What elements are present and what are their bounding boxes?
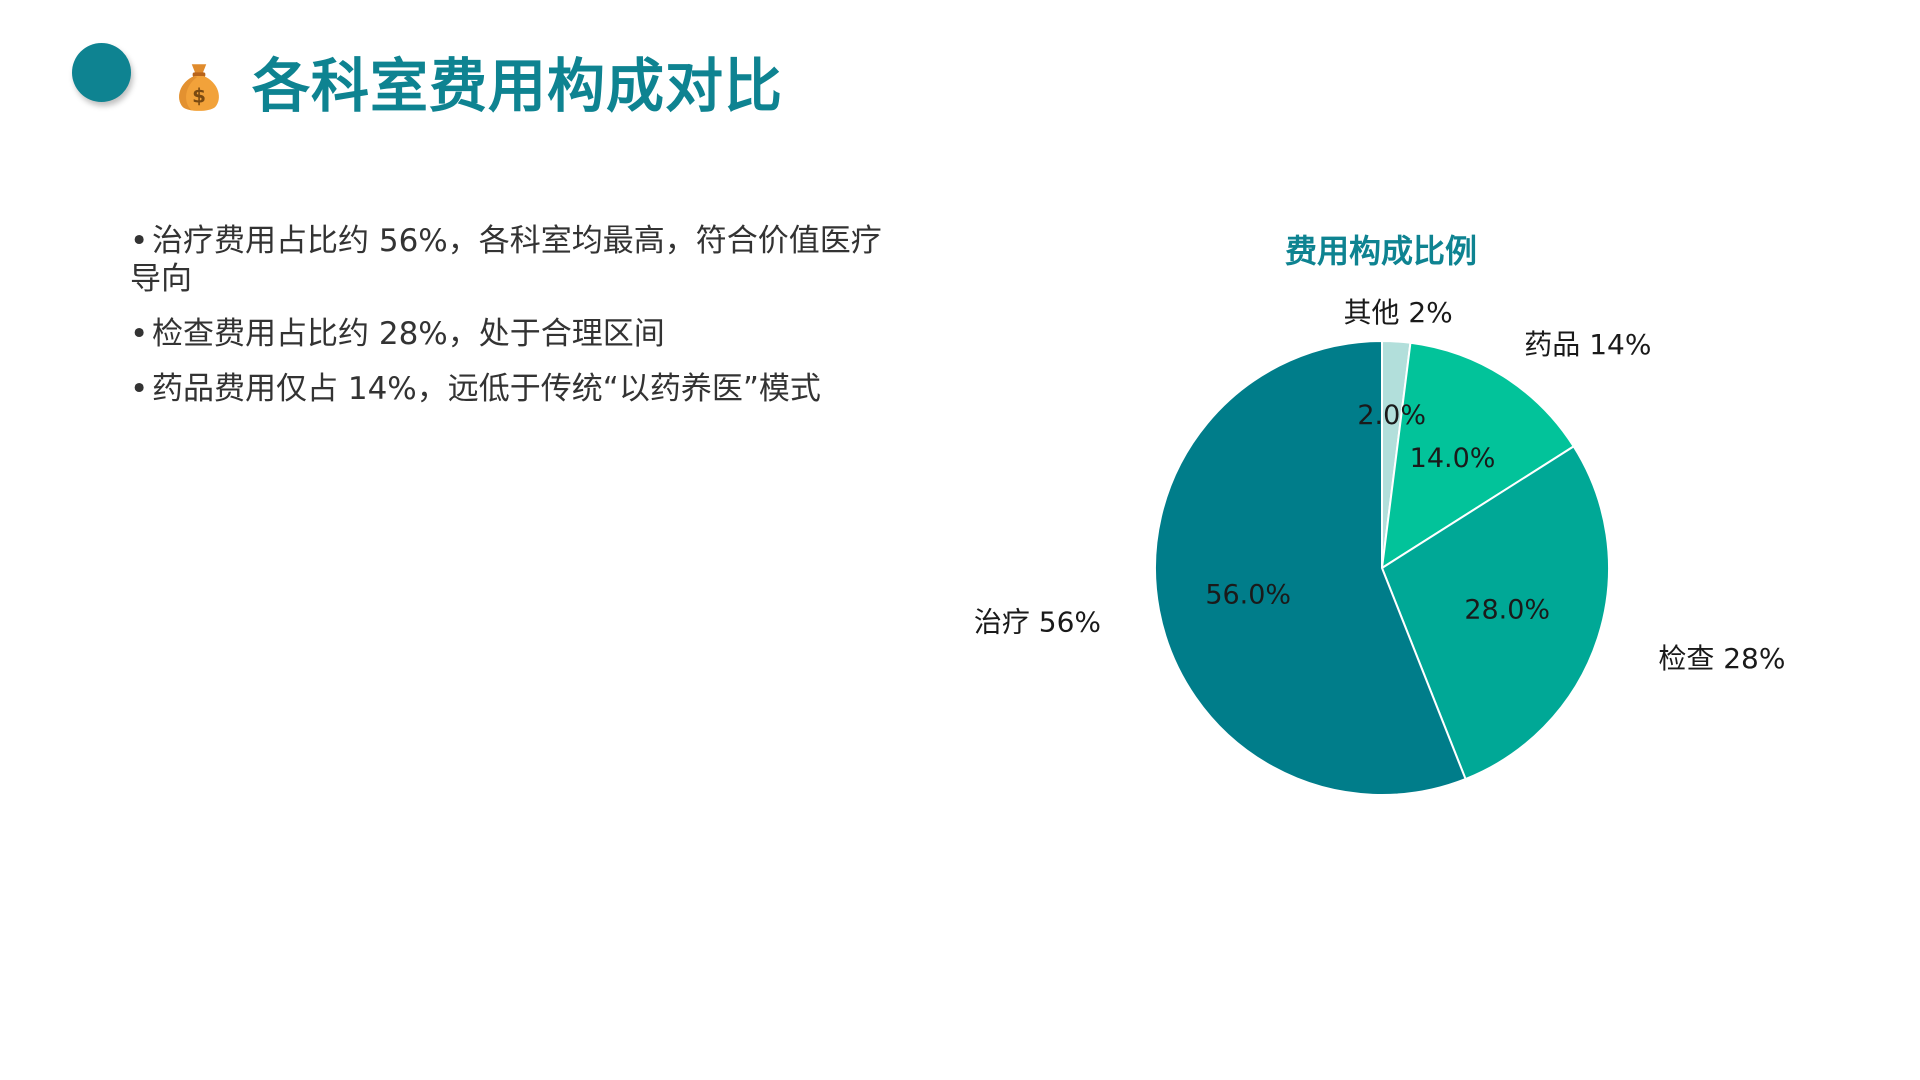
chart-title: 费用构成比例	[1285, 232, 1477, 270]
pie-slices	[1154, 339, 1610, 796]
page-title: 各科室费用构成对比	[252, 52, 784, 120]
pie-chart: 费用构成比例 2.0% 14.0% 28.0% 56.0% 其他 2% 药品 14% 检查…	[974, 232, 1786, 796]
bullet-text: 药品费用仅占 14%，远低于传统“以药养医”模式	[152, 371, 821, 407]
bullet-item: • 药品费用仅占 14%，远低于传统“以药养医”模式	[130, 370, 890, 408]
pie-slice	[1154, 339, 1467, 796]
bullet-item: • 治疗费用占比约 56%，各科室均最高，符合价值医疗导向	[130, 222, 890, 298]
bullet-dot: •	[130, 371, 149, 407]
pie-category-label: 检查 28%	[1658, 642, 1785, 675]
header-accent-dot	[72, 43, 131, 102]
pie-percent-label: 14.0%	[1410, 443, 1496, 474]
bullet-item: • 检查费用占比约 28%，处于合理区间	[130, 315, 890, 353]
bullet-list: • 治疗费用占比约 56%，各科室均最高，符合价值医疗导向 • 检查费用占比约 28…	[130, 222, 890, 425]
pie-percent-labels: 2.0% 14.0% 28.0% 56.0%	[1205, 400, 1550, 626]
pie-category-label: 药品 14%	[1524, 328, 1651, 361]
svg-text:$: $	[192, 84, 206, 107]
title-row: $ 各科室费用构成对比	[170, 50, 783, 122]
bullet-text: 治疗费用占比约 56%，各科室均最高，符合价值医疗导向	[130, 223, 882, 297]
bullet-dot: •	[130, 223, 149, 259]
pie-category-label: 治疗 56%	[974, 606, 1101, 639]
pie-slice	[1380, 444, 1610, 781]
pie-category-label: 其他 2%	[1343, 296, 1452, 329]
pie-percent-label: 28.0%	[1464, 595, 1550, 626]
bullet-text: 检查费用占比约 28%，处于合理区间	[152, 316, 665, 352]
pie-slice	[1380, 341, 1576, 570]
pie-category-labels: 其他 2% 药品 14% 检查 28% 治疗 56%	[974, 296, 1786, 675]
bullet-dot: •	[130, 316, 149, 352]
pie-percent-label: 56.0%	[1205, 580, 1291, 611]
pie-percent-label: 2.0%	[1357, 400, 1426, 431]
money-bag-icon: $	[179, 64, 219, 111]
